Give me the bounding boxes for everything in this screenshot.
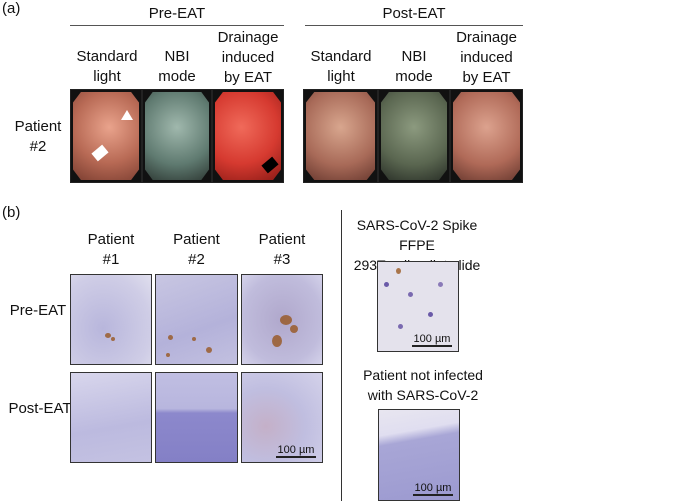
column-label: NBI mode [395,48,433,85]
scale-bar: 100 µm [276,444,316,458]
histology-patient-2-pre [155,274,238,365]
histology-patient-2-post [155,372,238,463]
panel-a-label: (a) [2,0,21,17]
pre-nbi-image [142,89,212,183]
pre-standard-light-image [70,89,142,183]
column-label: NBI mode [158,48,196,85]
positive-control-image: 100 µm [377,261,459,352]
column-label: Patient #1 [87,231,135,268]
divider [70,25,284,26]
row-label-patient-2: Patient #2 [14,118,62,155]
histology-patient-1-pre [70,274,152,365]
histology-patient-1-post [70,372,152,463]
row-label-pre-eat: Pre-EAT [9,302,67,319]
negative-control-image: 100 µm [378,409,460,501]
column-label: Patient #3 [258,231,306,268]
divider [305,25,523,26]
column-label: Drainage induced by EAT [217,29,279,86]
pre-eat-header: Pre-EAT [148,5,206,22]
column-label: Drainage induced by EAT [456,29,517,86]
vertical-divider [341,210,342,501]
histology-patient-3-pre [241,274,323,365]
pre-drainage-image [212,89,284,183]
post-drainage-image [450,89,523,183]
row-label-post-eat: Post-EAT [8,400,72,417]
scale-bar: 100 µm [413,482,453,496]
post-eat-header: Post-EAT [382,5,446,22]
histology-patient-3-post: 100 µm [241,372,323,463]
panel-b-label: (b) [2,204,21,221]
scale-bar: 100 µm [412,333,452,347]
column-label: Patient #2 [173,231,220,268]
post-nbi-image [378,89,450,183]
arrowhead-marker-icon [121,110,133,120]
negative-control-title: Patient not infected with SARS-CoV-2 [363,367,483,403]
post-standard-light-image [303,89,378,183]
